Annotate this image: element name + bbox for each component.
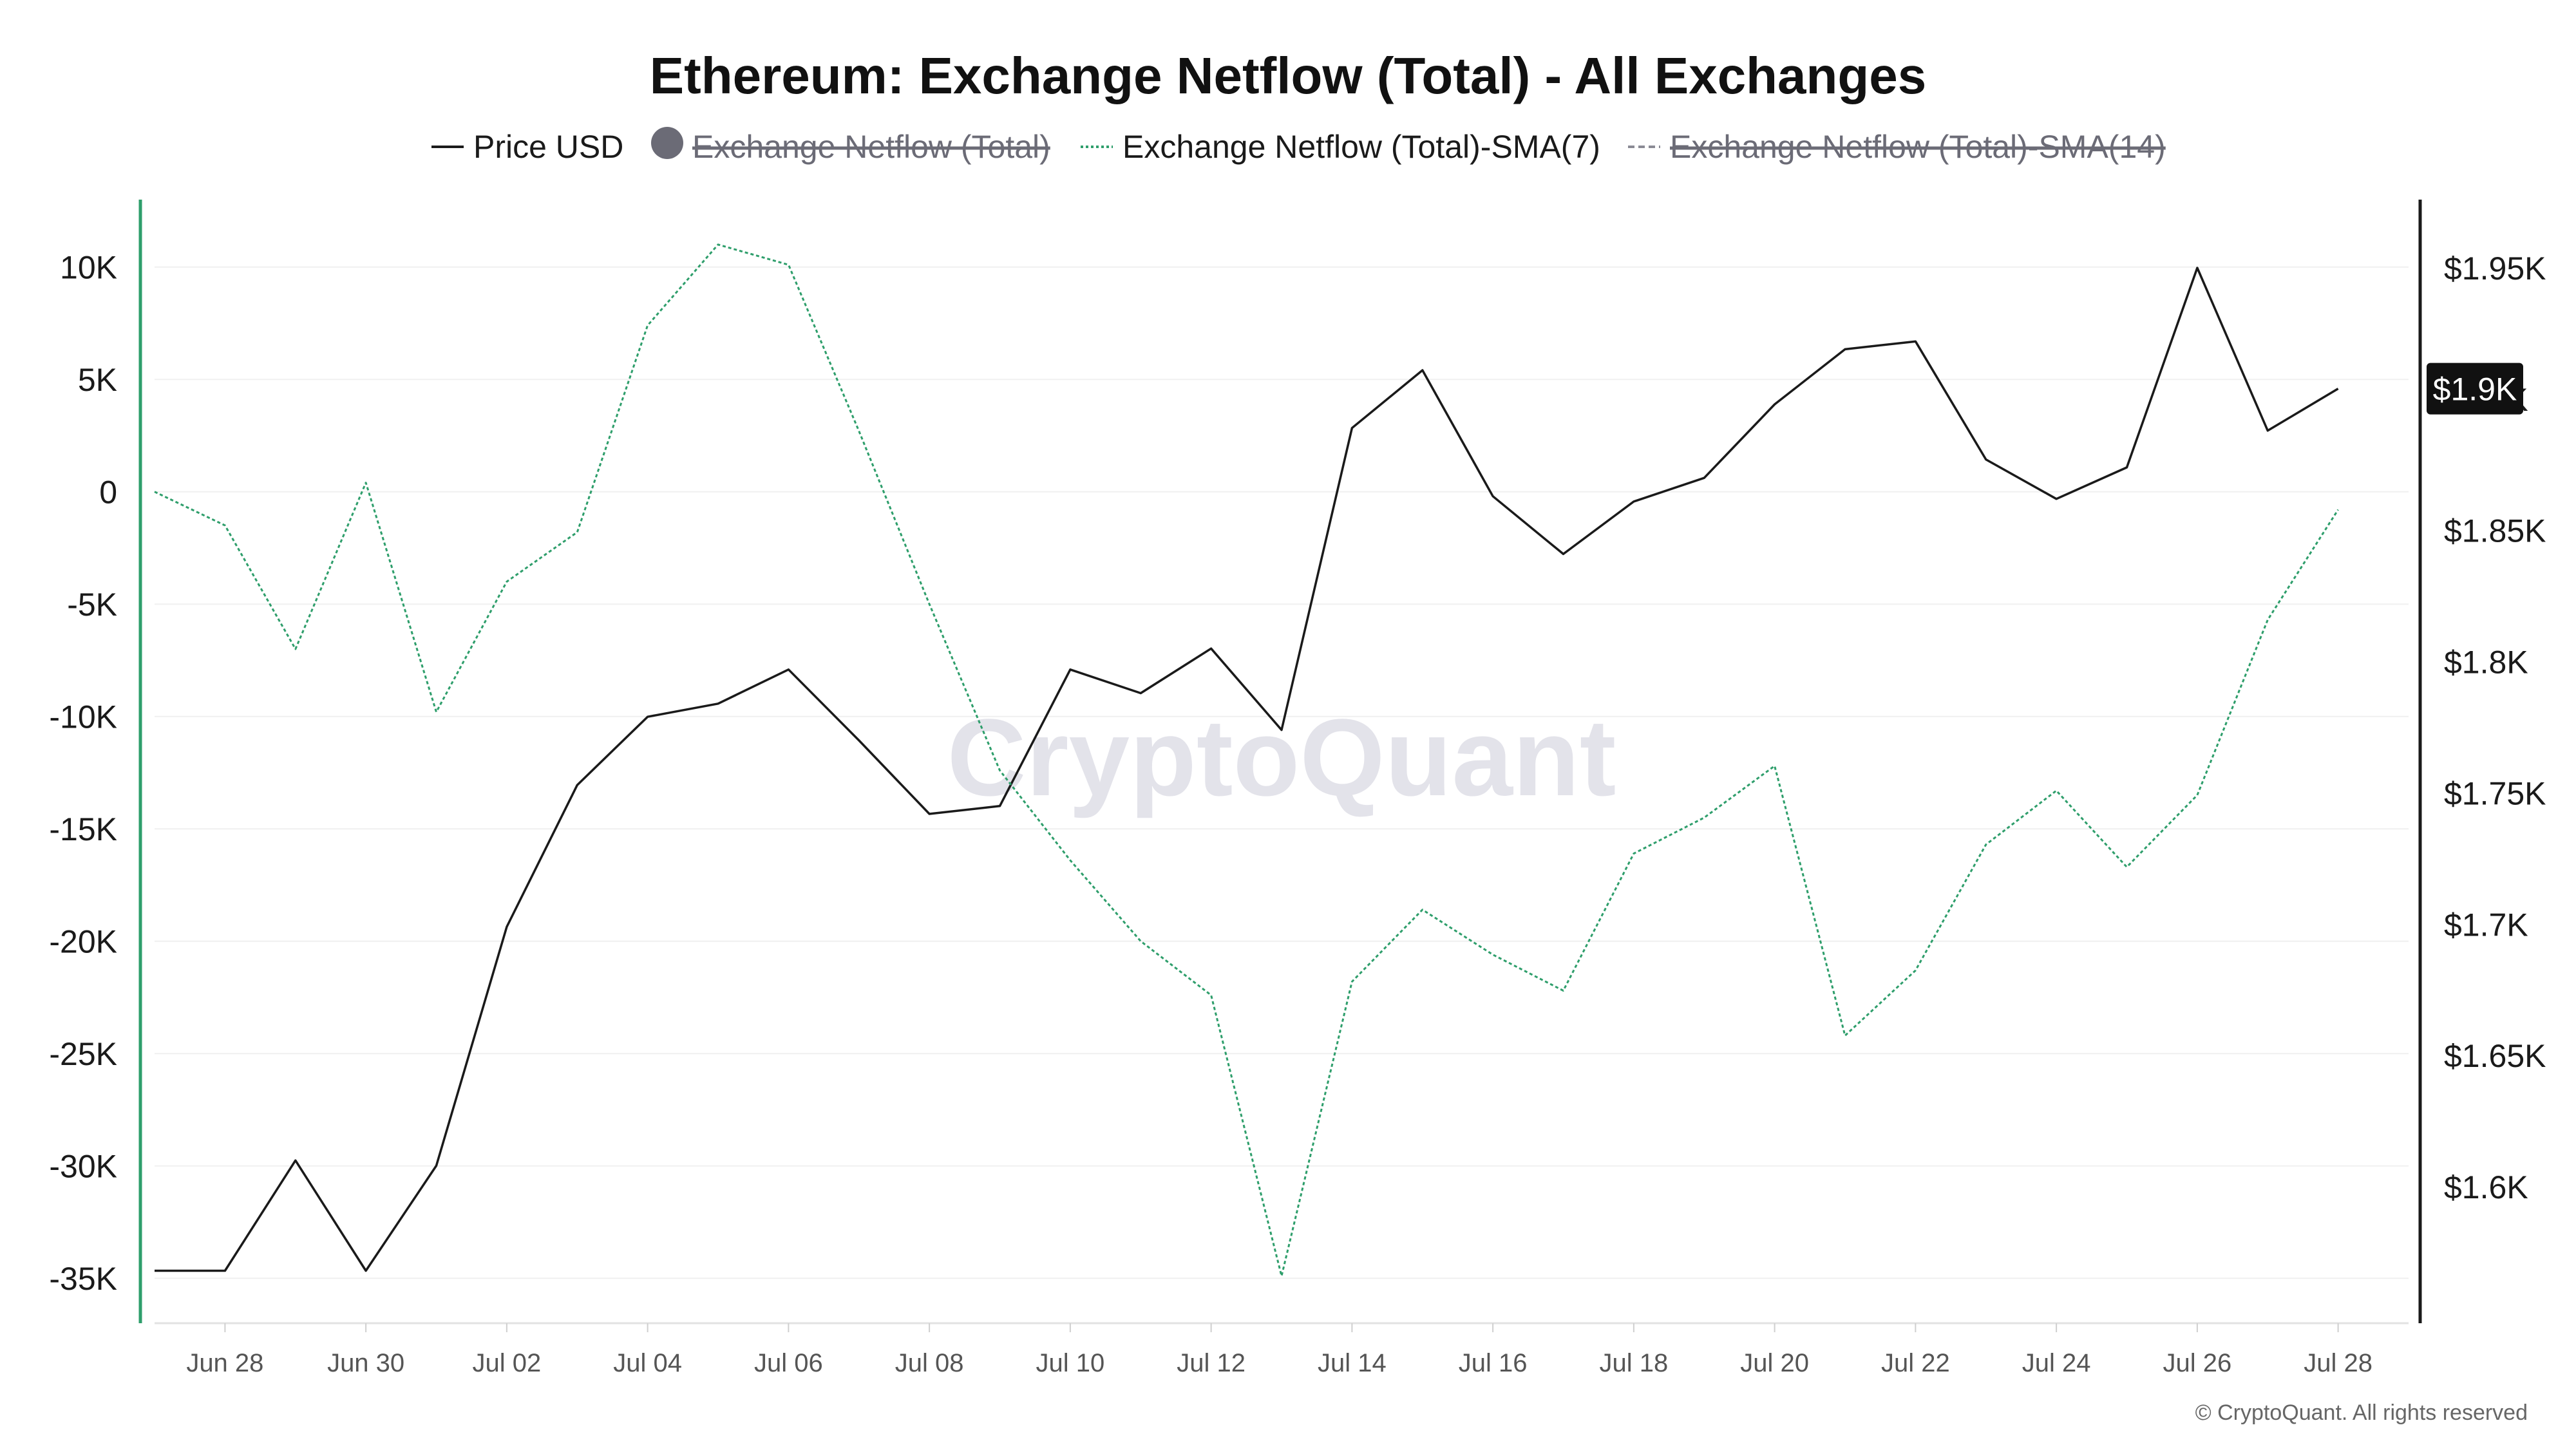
left-tick-label: -20K xyxy=(49,924,117,960)
left-tick-label: -10K xyxy=(49,699,117,735)
right-tick-label: $1.85K xyxy=(2444,513,2546,549)
x-tick-label: Jul 22 xyxy=(1881,1349,1950,1377)
right-tick-label: $1.7K xyxy=(2444,907,2528,943)
price-usd-line xyxy=(155,267,2339,1272)
price-tag: $1.9K xyxy=(2427,363,2523,415)
x-tick-label: Jun 30 xyxy=(327,1349,404,1377)
x-tick-label: Jul 06 xyxy=(754,1349,823,1377)
series xyxy=(154,243,2339,1278)
right-tick-label: $1.8K xyxy=(2444,645,2528,681)
x-axis-ticks: Jun 28 Jun 30 Jul 02 Jul 04 Jul 06 Jul 08 Jul … xyxy=(186,1323,2372,1377)
legend: Price USD Exchange Netflow (Total) Excha… xyxy=(431,127,2166,165)
legend-label-price-usd: Price USD xyxy=(473,129,623,165)
legend-label-sma7: Exchange Netflow (Total)-SMA(7) xyxy=(1122,129,1600,165)
left-tick-label: -35K xyxy=(49,1261,117,1297)
x-tick-label: Jul 12 xyxy=(1177,1349,1245,1377)
legend-item-exchange-netflow[interactable]: Exchange Netflow (Total) xyxy=(651,127,1050,165)
axes xyxy=(138,200,2422,1325)
x-tick-label: Jul 24 xyxy=(2022,1349,2091,1377)
netflow-sma7-line xyxy=(154,243,2339,1278)
legend-dot-icon xyxy=(651,127,683,159)
x-tick-label: Jul 14 xyxy=(1318,1349,1387,1377)
x-tick-label: Jul 16 xyxy=(1459,1349,1528,1377)
price-tag-box xyxy=(2427,363,2523,415)
x-tick-label: Jul 28 xyxy=(2304,1349,2372,1377)
right-tick-label: $1.75K xyxy=(2444,775,2546,811)
x-tick-label: Jul 18 xyxy=(1600,1349,1669,1377)
left-tick-label: -15K xyxy=(49,811,117,847)
legend-item-sma7[interactable]: Exchange Netflow (Total)-SMA(7) xyxy=(1081,129,1600,165)
x-tick-label: Jul 26 xyxy=(2163,1349,2232,1377)
right-tick-label: $1.6K xyxy=(2444,1169,2528,1205)
legend-item-sma14[interactable]: Exchange Netflow (Total)-SMA(14) xyxy=(1628,129,2166,165)
legend-item-price-usd[interactable]: Price USD xyxy=(431,129,623,165)
left-tick-label: -30K xyxy=(49,1149,117,1185)
right-tick-label: $1.95K xyxy=(2444,250,2546,287)
left-axis-ticks: 10K 5K 0 -5K -10K -15K -20K -25K -30K -35K xyxy=(49,250,117,1297)
left-tick-label: 10K xyxy=(60,250,117,286)
left-tick-label: -5K xyxy=(67,587,117,623)
left-tick-label: 0 xyxy=(99,475,117,511)
left-tick-label: 5K xyxy=(78,362,117,398)
right-tick-label: $1.65K xyxy=(2444,1038,2546,1074)
x-tick-label: Jul 20 xyxy=(1740,1349,1809,1377)
gridlines xyxy=(155,266,2409,1279)
left-tick-label: -25K xyxy=(49,1036,117,1072)
chart-title: Ethereum: Exchange Netflow (Total) - All… xyxy=(650,47,1927,104)
x-tick-label: Jul 08 xyxy=(895,1349,964,1377)
x-tick-label: Jun 28 xyxy=(186,1349,263,1377)
price-tag-label: $1.9K xyxy=(2433,372,2517,408)
x-tick-label: Jul 02 xyxy=(473,1349,542,1377)
legend-label-sma14: Exchange Netflow (Total)-SMA(14) xyxy=(1670,129,2166,165)
x-tick-label: Jul 10 xyxy=(1036,1349,1105,1377)
legend-label-exchange-netflow: Exchange Netflow (Total) xyxy=(692,129,1050,165)
copyright: © CryptoQuant. All rights reserved xyxy=(2195,1400,2528,1425)
x-tick-label: Jul 04 xyxy=(613,1349,682,1377)
